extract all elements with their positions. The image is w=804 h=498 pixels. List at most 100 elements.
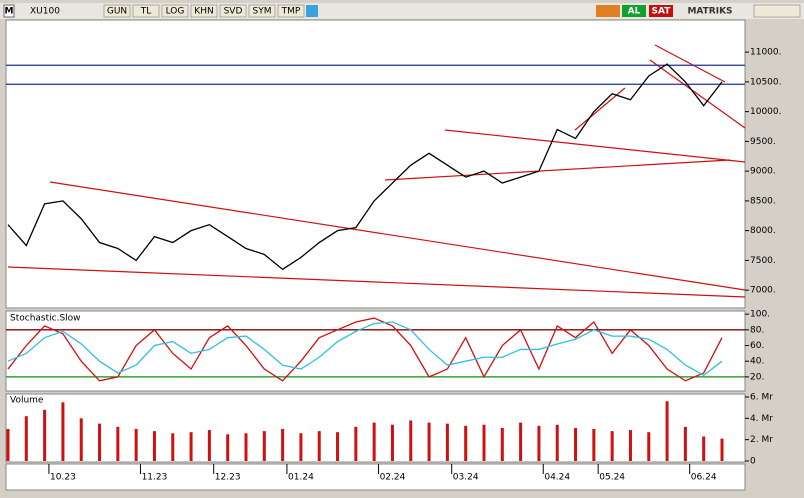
x-tick-label: 11.23 — [142, 473, 168, 483]
toolbar-button-label[interactable]: GUN — [107, 7, 127, 17]
y-tick-label: 6. Mr — [750, 392, 773, 402]
y-tick-label: 40. — [750, 357, 764, 367]
volume-bar — [207, 430, 211, 461]
volume-bar — [482, 424, 486, 461]
volume-bar — [647, 432, 651, 461]
volume-bar — [610, 431, 614, 461]
volume-bar — [43, 409, 47, 461]
window-controls[interactable] — [753, 4, 801, 18]
volume-bar — [24, 416, 28, 461]
volume-bar — [720, 438, 724, 461]
volume-bar — [372, 422, 376, 461]
x-tick-label: 03.24 — [453, 473, 479, 483]
volume-bar — [390, 424, 394, 461]
volume-bar — [244, 433, 248, 461]
volume-bar — [464, 425, 468, 461]
y-tick-label: 8500. — [750, 196, 776, 206]
toolbar-button[interactable] — [248, 4, 276, 18]
volume-bar — [98, 423, 102, 461]
x-tick-label: 01.24 — [288, 473, 314, 483]
volume-bar — [61, 402, 65, 461]
volume-title: Volume — [10, 396, 44, 406]
volume-bar — [134, 428, 138, 461]
toolbar-button[interactable] — [132, 4, 160, 18]
buy-label[interactable]: AL — [628, 7, 641, 17]
toolbar-button-label[interactable]: SYM — [253, 7, 272, 17]
volume-bar — [555, 424, 559, 461]
y-tick-label: 100. — [750, 310, 770, 320]
y-tick-label: 10500. — [750, 77, 782, 87]
volume-bar — [171, 433, 175, 461]
volume-bar — [354, 426, 358, 461]
volume-bar — [409, 420, 413, 461]
toolbar-button-label[interactable]: TMP — [281, 7, 301, 17]
toolbar-button-label[interactable]: TL — [140, 7, 152, 17]
sell-button[interactable] — [649, 5, 673, 17]
share-icon[interactable] — [306, 5, 318, 17]
y-tick-label: 9500. — [750, 137, 776, 147]
stochastic-panel — [5, 310, 746, 392]
y-tick-label: 8000. — [750, 226, 776, 236]
series-line — [7, 317, 723, 382]
x-tick-label: 05.24 — [599, 473, 625, 483]
volume-bar — [226, 434, 230, 461]
volume-bar — [262, 431, 266, 461]
volume-bar — [500, 427, 504, 461]
price-panel — [5, 19, 746, 309]
volume-bar — [152, 431, 156, 461]
y-tick-label: 7000. — [750, 286, 776, 296]
y-tick-label: 9000. — [750, 167, 776, 177]
brand: MATRIKS — [687, 7, 732, 17]
y-tick-label: 11000. — [750, 48, 782, 58]
toolbar-button[interactable] — [219, 4, 247, 18]
x-tick-label: 02.24 — [380, 473, 406, 483]
volume-bar — [592, 428, 596, 461]
volume-bar — [189, 432, 193, 461]
volume-bar — [427, 422, 431, 461]
trend-lines — [7, 44, 746, 298]
toolbar-button-label[interactable]: KHN — [194, 7, 213, 17]
y-tick-label: 4. Mr — [750, 414, 773, 424]
y-tick-label: 2. Mr — [750, 435, 773, 445]
volume-bar — [116, 426, 120, 461]
series-line — [7, 321, 723, 377]
y-tick-label: 20. — [750, 372, 764, 382]
series-line — [7, 63, 723, 271]
y-tick-label: 0 — [750, 457, 756, 467]
volume-bar — [628, 430, 632, 461]
toolbar-button-label[interactable]: SVD — [224, 7, 243, 17]
date-axis — [5, 463, 746, 491]
volume-bar — [281, 428, 285, 461]
toolbar-button[interactable] — [277, 4, 305, 18]
sell-label[interactable]: SAT — [652, 7, 672, 17]
y-tick-label: 7500. — [750, 256, 776, 266]
logo-box — [3, 4, 15, 18]
toolbar-button[interactable] — [103, 4, 131, 18]
y-tick-label: 60. — [750, 341, 764, 351]
volume-bar — [336, 432, 340, 461]
x-tick-label: 04.24 — [544, 473, 570, 483]
volume-bar — [574, 427, 578, 461]
volume-bar — [537, 425, 541, 461]
stochastic-title: Stochastic.Slow — [10, 314, 81, 324]
toolbar-button[interactable] — [190, 4, 218, 18]
symbol[interactable]: XU100 — [30, 7, 60, 17]
volume-bar — [519, 422, 523, 461]
x-tick-label: 06.24 — [691, 473, 717, 483]
volume-bar — [445, 423, 449, 461]
x-tick-label: 10.23 — [50, 473, 76, 483]
volume-bar — [317, 431, 321, 461]
toolbar-button[interactable] — [161, 4, 189, 18]
volume-bar — [299, 433, 303, 461]
toolbar-button-label[interactable]: LOG — [166, 7, 185, 17]
alert-icon[interactable] — [596, 5, 620, 17]
buy-button[interactable] — [622, 5, 646, 17]
y-tick-label: 10000. — [750, 107, 782, 117]
x-tick-label: 12.23 — [215, 473, 241, 483]
volume-bar — [702, 436, 706, 461]
volume-bar — [79, 418, 83, 461]
volume-bar — [683, 426, 687, 461]
logo: M — [5, 7, 14, 17]
